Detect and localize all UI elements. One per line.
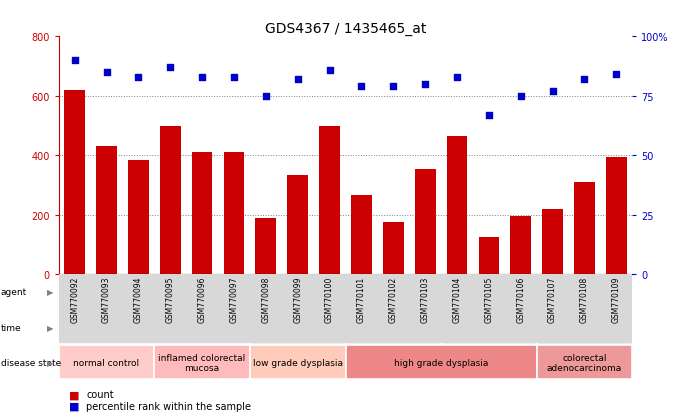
Bar <box>59 311 250 344</box>
Text: time: time <box>1 323 21 332</box>
Text: GSM770108: GSM770108 <box>580 276 589 322</box>
Bar <box>319 126 340 275</box>
Title: GDS4367 / 1435465_at: GDS4367 / 1435465_at <box>265 22 426 36</box>
Text: ▶: ▶ <box>47 288 54 297</box>
Bar <box>383 223 404 275</box>
Bar <box>256 218 276 275</box>
Bar <box>542 209 563 275</box>
Text: GSM770095: GSM770095 <box>166 276 175 323</box>
Text: week 20: week 20 <box>565 323 603 332</box>
Bar <box>351 196 372 275</box>
Point <box>356 84 367 90</box>
Point <box>133 74 144 81</box>
Text: GSM770092: GSM770092 <box>70 276 79 322</box>
Bar <box>346 311 441 344</box>
Bar <box>250 311 346 344</box>
Bar <box>346 346 537 379</box>
Text: GSM770093: GSM770093 <box>102 276 111 323</box>
Text: GSM770101: GSM770101 <box>357 276 366 322</box>
Bar <box>154 346 250 379</box>
Text: percentile rank within the sample: percentile rank within the sample <box>86 401 252 411</box>
Bar <box>224 153 245 275</box>
Point <box>292 77 303 83</box>
Bar <box>537 311 632 344</box>
Bar <box>511 217 531 275</box>
Text: ▶: ▶ <box>47 323 54 332</box>
Point <box>451 74 462 81</box>
Text: disease state: disease state <box>1 358 61 367</box>
Bar <box>479 237 499 275</box>
Text: GSM770094: GSM770094 <box>134 276 143 323</box>
Point <box>69 57 80 64</box>
Text: colorectal
adenocarcinoma: colorectal adenocarcinoma <box>547 353 622 372</box>
Point <box>261 93 272 100</box>
Text: GSM770102: GSM770102 <box>389 276 398 322</box>
Text: GSM770100: GSM770100 <box>325 276 334 322</box>
Point <box>611 72 622 78</box>
Text: normal control: normal control <box>73 358 140 367</box>
Bar <box>128 160 149 275</box>
Bar <box>154 275 632 309</box>
Point <box>547 88 558 95</box>
Text: inflamed colorectal
mucosa: inflamed colorectal mucosa <box>158 353 246 372</box>
Point <box>483 112 494 119</box>
Bar <box>441 311 537 344</box>
Text: GSM770098: GSM770098 <box>261 276 270 322</box>
Point <box>229 74 240 81</box>
Text: week 4: week 4 <box>281 323 314 332</box>
Bar <box>446 137 467 275</box>
Bar <box>64 90 85 275</box>
Text: GSM770099: GSM770099 <box>293 276 302 323</box>
Text: GSM770097: GSM770097 <box>229 276 238 323</box>
Bar <box>287 175 308 275</box>
Text: GSM770096: GSM770096 <box>198 276 207 323</box>
Text: AOM/DSS: AOM/DSS <box>372 288 415 297</box>
Bar <box>96 147 117 275</box>
Text: ■: ■ <box>69 401 79 411</box>
Text: GSM770103: GSM770103 <box>421 276 430 322</box>
Point <box>164 65 176 71</box>
Bar <box>160 126 180 275</box>
Bar <box>574 183 595 275</box>
Text: agent: agent <box>1 288 27 297</box>
Text: GSM770109: GSM770109 <box>612 276 621 322</box>
Bar <box>606 157 627 275</box>
Text: high grade dysplasia: high grade dysplasia <box>394 358 489 367</box>
Text: ■: ■ <box>69 389 79 399</box>
Point <box>324 67 335 74</box>
Text: GSM770107: GSM770107 <box>548 276 557 322</box>
Bar <box>537 346 632 379</box>
Text: low grade dysplasia: low grade dysplasia <box>253 358 343 367</box>
Point <box>579 77 590 83</box>
Bar <box>192 153 212 275</box>
Point <box>101 69 112 76</box>
Point <box>419 81 430 88</box>
Text: GSM770105: GSM770105 <box>484 276 493 322</box>
Bar <box>59 346 154 379</box>
Text: ▶: ▶ <box>47 358 54 367</box>
Text: GSM770104: GSM770104 <box>453 276 462 322</box>
Bar <box>415 169 435 275</box>
Text: week 6: week 6 <box>377 323 410 332</box>
Text: GSM770106: GSM770106 <box>516 276 525 322</box>
Text: count: count <box>86 389 114 399</box>
Point <box>196 74 207 81</box>
Bar <box>59 275 154 309</box>
Point <box>388 84 399 90</box>
Bar <box>250 346 346 379</box>
Text: week 8: week 8 <box>473 323 505 332</box>
Point <box>515 93 527 100</box>
Text: week 2: week 2 <box>138 323 171 332</box>
Text: control: control <box>91 288 122 297</box>
